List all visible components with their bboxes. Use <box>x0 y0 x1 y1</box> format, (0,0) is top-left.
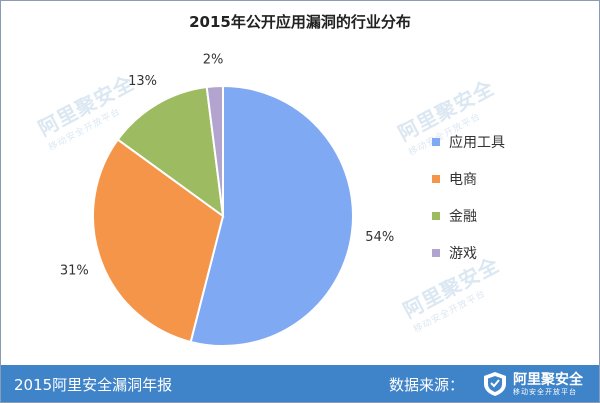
legend-label: 应用工具 <box>449 134 505 151</box>
pie-slice <box>189 84 354 347</box>
pie-slice <box>205 84 224 217</box>
pie-slice <box>92 138 225 344</box>
data-label: 2% <box>203 52 224 67</box>
pie-slice <box>116 85 225 219</box>
legend-item: 应用工具 <box>432 123 505 160</box>
legend-label: 电商 <box>449 171 477 188</box>
data-label: 31% <box>60 264 89 279</box>
footer-report-title: 2015阿里安全漏洞年报 <box>14 376 173 394</box>
legend-swatch <box>432 174 440 183</box>
legend-label: 游戏 <box>449 245 477 262</box>
data-label: 13% <box>128 74 157 89</box>
legend-swatch <box>432 211 440 220</box>
legend-swatch <box>432 137 440 146</box>
chart-title: 2015年公开应用漏洞的行业分布 <box>189 13 411 31</box>
legend-item: 金融 <box>432 197 505 234</box>
shield-icon <box>484 372 506 396</box>
legend-swatch <box>432 248 440 257</box>
legend-item: 游戏 <box>432 234 505 271</box>
legend-item: 电商 <box>432 160 505 197</box>
legend-label: 金融 <box>449 208 477 225</box>
data-label: 54% <box>365 230 394 245</box>
footer-brand: 阿里聚安全 <box>513 372 583 388</box>
chart-legend: 应用工具电商金融游戏 <box>432 123 505 271</box>
footer-brand-sub: 移动安全开放平台 <box>513 388 577 396</box>
pie-chart: 54% 31% 13% 2% <box>60 52 394 347</box>
footer-data-source: 数据来源： <box>389 376 465 394</box>
report-footer: 2015阿里安全漏洞年报 数据来源： 阿里聚安全 移动安全开放平台 <box>1 365 599 402</box>
